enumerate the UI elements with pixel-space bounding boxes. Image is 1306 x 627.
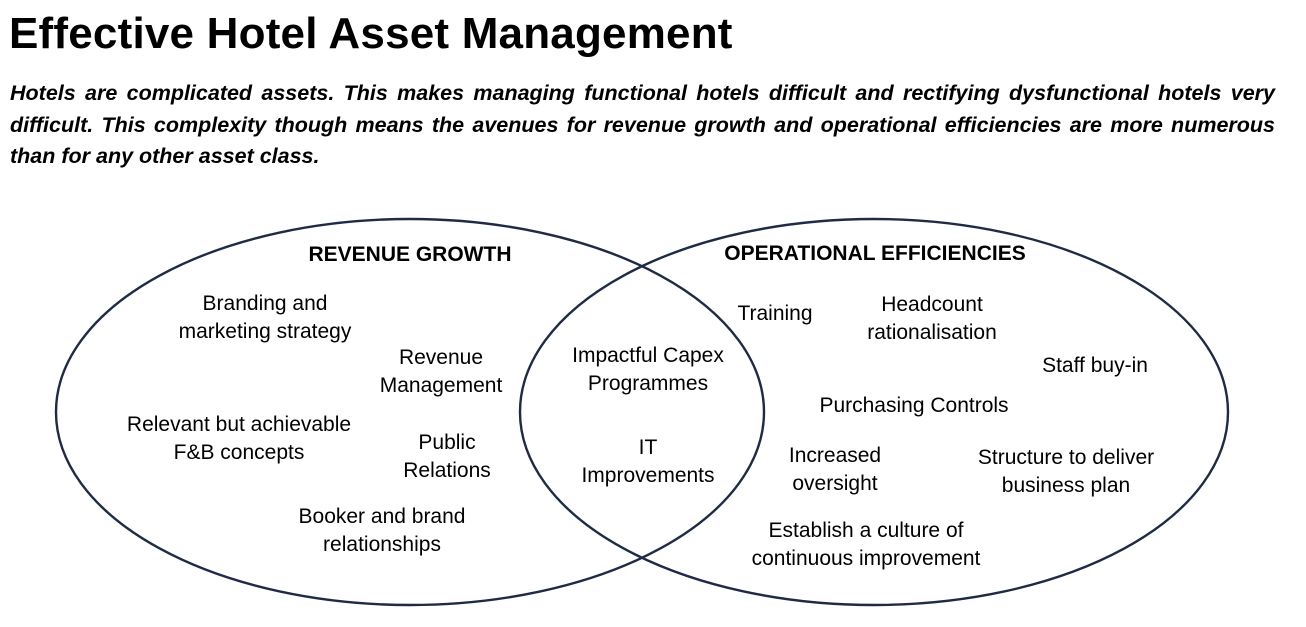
operational-efficiencies-label: OPERATIONAL EFFICIENCIES: [724, 242, 1026, 265]
public-relations-item: Public Relations: [403, 431, 491, 482]
page-title: Effective Hotel Asset Management: [9, 9, 733, 58]
purchasing-controls-item: Purchasing Controls: [819, 394, 1009, 417]
capex-programmes-item: Impactful Capex Programmes: [572, 344, 724, 395]
revenue-growth-label: REVENUE GROWTH: [308, 243, 512, 266]
intro-paragraph: Hotels are complicated assets. This make…: [10, 81, 1275, 168]
staff-buy-in-item: Staff buy-in: [1042, 354, 1148, 377]
continuous-improvement-item: Establish a culture of continuous improv…: [751, 519, 981, 570]
training-item: Training: [737, 302, 813, 325]
increased-oversight-item: Increased oversight: [788, 444, 882, 495]
booker-brand-item: Booker and brand relationships: [298, 505, 466, 556]
headcount-item: Headcount rationalisation: [867, 293, 997, 344]
it-improvements-item: IT Improvements: [581, 436, 715, 487]
revenue-management-item: Revenue Management: [379, 346, 503, 397]
branding-marketing-item: Branding and marketing strategy: [178, 292, 352, 343]
structure-business-plan-item: Structure to deliver business plan: [977, 446, 1155, 497]
fb-concepts-item: Relevant but achievable F&B concepts: [126, 413, 352, 464]
